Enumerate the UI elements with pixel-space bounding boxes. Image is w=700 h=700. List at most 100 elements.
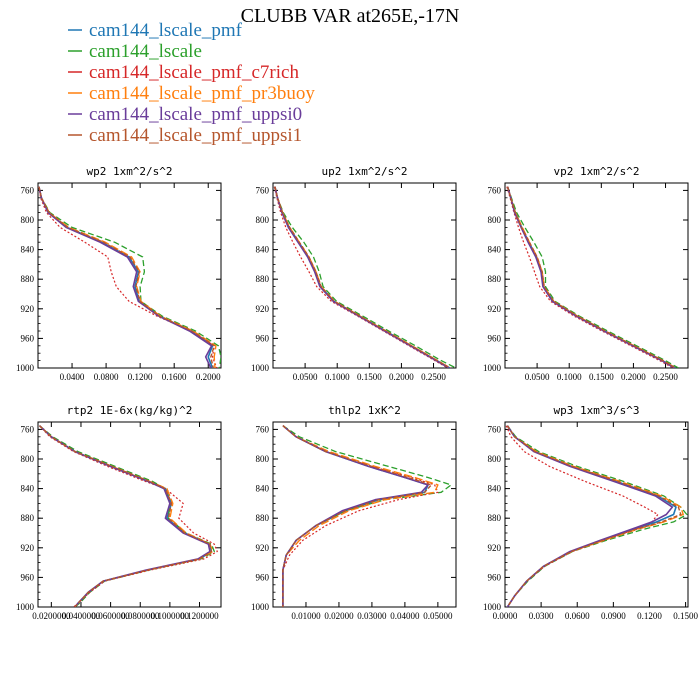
y-tick-label: 880 xyxy=(256,513,270,523)
y-tick-label: 760 xyxy=(488,424,502,434)
panel: thlp2 1xK^2 760 800 840 880 920 960 1000 0.01000… xyxy=(251,404,457,621)
series-line xyxy=(38,186,214,368)
y-tick-label: 1000 xyxy=(251,602,270,612)
y-tick-label: 880 xyxy=(488,513,502,523)
x-tick-label: 0.0500 xyxy=(293,372,318,382)
plot-frame xyxy=(272,421,457,608)
panel: wp3 1xm^3/s^3 760 800 840 880 920 960 10000.000… xyxy=(483,404,698,621)
y-tick-label: 1000 xyxy=(483,602,502,612)
panel-title: wp3 1xm^3/s^3 xyxy=(553,404,639,417)
x-tick-label: 0.0800 xyxy=(94,372,119,382)
legend-label: cam144_lscale xyxy=(89,41,202,62)
y-tick-label: 760 xyxy=(256,424,270,434)
y-tick-label: 800 xyxy=(256,454,270,464)
y-tick-label: 960 xyxy=(21,572,35,582)
series-line xyxy=(38,186,221,368)
panel-title: rtp2 1E-6x(kg/kg)^2 xyxy=(67,404,193,417)
y-tick-label: 920 xyxy=(21,543,35,553)
y-tick-label: 880 xyxy=(256,274,270,284)
x-tick-label: 0.0600000 xyxy=(91,611,130,621)
panel: rtp2 1E-6x(kg/kg)^2 760 800 840 880 920 960 100… xyxy=(16,404,222,621)
series-line xyxy=(282,425,429,607)
panel-title: wp2 1xm^2/s^2 xyxy=(86,165,172,178)
series-line xyxy=(39,425,214,607)
series-line xyxy=(506,186,677,368)
legend-label: cam144_lscale_pmf_c7rich xyxy=(89,62,299,83)
y-tick-label: 920 xyxy=(488,304,502,314)
plot-frame xyxy=(37,182,222,369)
x-tick-label: 0.1600 xyxy=(162,372,187,382)
series-line xyxy=(506,425,682,607)
y-tick-label: 960 xyxy=(256,333,270,343)
y-tick-label: 920 xyxy=(488,543,502,553)
series-line xyxy=(38,186,213,368)
series-line xyxy=(39,425,218,607)
y-tick-label: 960 xyxy=(256,572,270,582)
x-tick-label: 0.05000 xyxy=(423,611,453,621)
y-tick-label: 1000 xyxy=(483,363,502,373)
series-line xyxy=(274,186,451,368)
series-line xyxy=(282,425,439,607)
series-line xyxy=(274,186,456,368)
x-tick-label: 0.1500 xyxy=(589,372,614,382)
y-tick-label: 760 xyxy=(21,185,35,195)
x-tick-label: 0.1200 xyxy=(637,611,662,621)
x-tick-label: 0.0400 xyxy=(60,372,85,382)
x-tick-label: 0.2000 xyxy=(389,372,414,382)
x-tick-label: 0.0500 xyxy=(525,372,550,382)
y-tick-label: 800 xyxy=(488,215,502,225)
x-tick-label: 0.0600 xyxy=(565,611,590,621)
series-line xyxy=(506,186,677,368)
chart-panels: wp2 1xm^2/s^2 760 800 840 880 920 960 1000 0.040… xyxy=(16,165,698,621)
y-tick-label: 1000 xyxy=(16,602,35,612)
x-tick-label: 0.01000 xyxy=(291,611,321,621)
legend-label: cam144_lscale_pmf xyxy=(89,20,243,41)
y-tick-label: 880 xyxy=(21,513,35,523)
y-tick-label: 800 xyxy=(21,454,35,464)
x-tick-label: 0.0200000 xyxy=(32,611,71,621)
plot-frame xyxy=(37,421,222,608)
series-line xyxy=(273,186,448,368)
series-line xyxy=(274,186,451,368)
x-tick-label: 0.0800000 xyxy=(121,611,160,621)
panel-title: up2 1xm^2/s^2 xyxy=(321,165,407,178)
y-tick-label: 880 xyxy=(21,274,35,284)
y-tick-label: 920 xyxy=(256,304,270,314)
series-line xyxy=(506,425,688,607)
series-line xyxy=(506,425,674,607)
y-tick-label: 960 xyxy=(488,333,502,343)
x-tick-label: 0.0400000 xyxy=(62,611,101,621)
series-line xyxy=(282,425,452,607)
x-tick-label: 0.1200 xyxy=(128,372,153,382)
x-tick-label: 0.02000 xyxy=(324,611,354,621)
series-line xyxy=(38,186,217,368)
y-tick-label: 1000 xyxy=(251,363,270,373)
y-tick-label: 760 xyxy=(21,424,35,434)
series-line xyxy=(506,425,684,607)
x-tick-label: 0.04000 xyxy=(390,611,420,621)
legend-label: cam144_lscale_pmf_uppsi1 xyxy=(89,125,302,146)
y-tick-label: 800 xyxy=(256,215,270,225)
x-tick-label: 0.0900 xyxy=(601,611,626,621)
series-line xyxy=(506,425,677,607)
y-tick-label: 840 xyxy=(488,484,502,494)
series-line xyxy=(506,186,675,368)
y-tick-label: 800 xyxy=(21,215,35,225)
series-line xyxy=(274,186,450,368)
y-tick-label: 800 xyxy=(488,454,502,464)
plot-frame xyxy=(272,182,457,369)
panel-title: vp2 1xm^2/s^2 xyxy=(553,165,639,178)
y-tick-label: 840 xyxy=(256,245,270,255)
series-line xyxy=(282,425,439,607)
y-tick-label: 960 xyxy=(21,333,35,343)
series-line xyxy=(38,425,211,607)
y-tick-label: 840 xyxy=(256,484,270,494)
y-tick-label: 880 xyxy=(488,274,502,284)
panel: vp2 1xm^2/s^2 760 800 840 880 920 960 1000 0.050… xyxy=(483,165,689,382)
series-line xyxy=(39,425,213,607)
y-tick-label: 960 xyxy=(488,572,502,582)
panel-title: thlp2 1xK^2 xyxy=(328,404,401,417)
y-tick-label: 840 xyxy=(488,245,502,255)
legend-label: cam144_lscale_pmf_uppsi0 xyxy=(89,104,302,125)
y-tick-label: 920 xyxy=(21,304,35,314)
